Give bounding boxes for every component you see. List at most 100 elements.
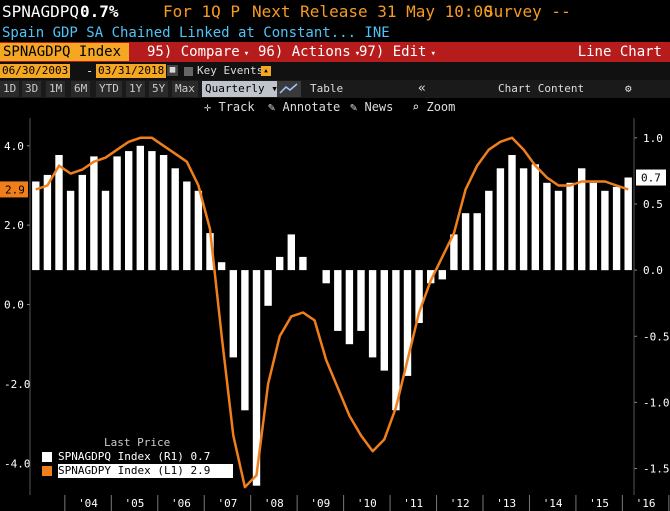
key-events-toggle[interactable]: Key Events: [184, 62, 263, 80]
bar: [125, 151, 133, 271]
bar: [578, 168, 586, 271]
chevron-down-icon: ▾: [354, 49, 361, 59]
bar: [194, 190, 203, 271]
bar: [322, 270, 330, 284]
period-3d[interactable]: 3D: [22, 81, 42, 97]
compare-menu[interactable]: 95) Compare ▾: [147, 42, 249, 64]
bar: [543, 182, 551, 271]
bar: [171, 168, 179, 271]
bar: [554, 190, 563, 271]
x-tick-label: '10: [357, 497, 377, 510]
bar: [90, 156, 98, 271]
legend-item: SPNAGDPQ Index (R1) 0.7: [40, 450, 240, 464]
x-tick-label: '06: [171, 497, 191, 510]
chevron-down-icon: ▾: [430, 49, 436, 59]
next-release: Next Release 31 May 10:00: [252, 2, 493, 21]
bar: [450, 234, 458, 271]
period-1m[interactable]: 1M: [46, 81, 66, 97]
news-tool[interactable]: ✎ News: [350, 98, 393, 116]
x-tick-label: '14: [543, 497, 563, 510]
bar: [183, 181, 191, 271]
left-tick-label: 4.0: [4, 140, 24, 153]
pencil-icon: ✎: [268, 100, 276, 114]
x-tick-label: '09: [310, 497, 330, 510]
bar: [66, 190, 75, 271]
line-chart-icon[interactable]: [277, 81, 301, 97]
left-tick-label: 2.0: [4, 219, 24, 232]
start-date-input[interactable]: 06/30/2003: [0, 64, 71, 78]
chart-tools-bar: ✛ Track ✎ Annotate ✎ News ⌕ Zoom: [0, 98, 670, 116]
bar: [380, 270, 388, 371]
news-icon: ✎: [350, 100, 358, 114]
period-6m[interactable]: 6M: [71, 81, 91, 97]
annotate-tool[interactable]: ✎ Annotate: [268, 98, 340, 116]
bar: [217, 262, 226, 271]
bar: [589, 182, 597, 271]
x-tick-label: '04: [78, 497, 98, 510]
chart-content-button[interactable]: Chart Content: [498, 82, 585, 95]
bar: [612, 186, 621, 271]
gear-icon[interactable]: ⚙: [625, 82, 632, 95]
last-left-value: 2.9: [5, 183, 25, 196]
last-right-tag: [636, 169, 666, 186]
for-period: For 1Q P: [163, 2, 241, 21]
end-date-input[interactable]: 03/31/2018: [96, 64, 167, 78]
actions-menu[interactable]: 96) Actions ▾: [258, 42, 360, 64]
x-tick-label: '08: [264, 497, 284, 510]
legend-series-value: 2.9: [190, 464, 211, 477]
bar: [55, 155, 63, 271]
period-1d[interactable]: 1D: [0, 81, 20, 97]
collapse-icon[interactable]: «: [418, 81, 426, 96]
header-bar: SPNAGDPQ 0.7% For 1Q P Next Release 31 M…: [0, 0, 670, 24]
calendar-icon[interactable]: ▦: [167, 65, 178, 76]
security-description: Spain GDP SA Chained Linked at Constant.…: [2, 25, 390, 41]
bar: [403, 270, 412, 376]
zoom-tool[interactable]: ⌕ Zoom: [412, 98, 455, 116]
bar: [159, 155, 168, 271]
left-tick-label: -2.0: [4, 378, 31, 391]
bar: [241, 270, 249, 411]
period-ytd[interactable]: YTD: [96, 81, 122, 97]
edit-menu[interactable]: 97) Edit ▾: [359, 42, 436, 64]
index-field[interactable]: SPNAGDPQ Index: [0, 43, 129, 61]
bar: [392, 270, 400, 411]
bar: [566, 182, 574, 271]
legend-label-yoy: SPNAGDPY Index (L1) 2.9: [58, 464, 233, 478]
period-5y[interactable]: 5Y: [149, 81, 169, 97]
change-value: 0.7%: [80, 2, 119, 21]
actions-label: 96) Actions: [258, 44, 351, 60]
date-separator: -: [86, 64, 94, 78]
legend-swatch: [42, 452, 52, 462]
chevron-down-icon: ▾: [243, 49, 250, 59]
track-tool[interactable]: ✛ Track: [204, 98, 255, 116]
x-axis-band: [0, 495, 670, 511]
bar: [438, 270, 446, 280]
legend-series-name: SPNAGDPQ Index (R1): [58, 450, 184, 463]
key-events-settings-icon[interactable]: ▴: [261, 66, 271, 76]
table-button[interactable]: Table: [310, 82, 344, 95]
period-1y[interactable]: 1Y: [126, 81, 146, 97]
period-max[interactable]: Max: [172, 81, 198, 97]
bar: [113, 156, 121, 271]
gdp-chart[interactable]: 4.0 2.0 0.0 -2.0 -4.0 1.0 0.5 0.0 -0.5 -1.0 -1.5 '0…: [0, 116, 670, 511]
frequency-select[interactable]: Quarterly ▾: [202, 81, 281, 97]
function-toolbar: SPNAGDPQ Index 95) Compare ▾ 96) Actions ▾…: [0, 42, 670, 62]
bar: [148, 151, 156, 271]
right-tick-label: 1.0: [643, 132, 663, 145]
zoom-icon: ⌕: [412, 100, 420, 114]
bar: [136, 145, 144, 271]
x-tick-label: '11: [403, 497, 423, 510]
frequency-value: Quarterly: [205, 82, 265, 95]
compare-label: 95) Compare: [147, 44, 240, 60]
track-label: Track: [218, 100, 255, 114]
x-tick-label: '05: [125, 497, 145, 510]
bar: [43, 174, 52, 271]
bar: [276, 256, 284, 271]
bar: [519, 168, 528, 271]
checkbox-icon: [184, 66, 193, 76]
legend-label-qoq: SPNAGDPQ Index (R1) 0.7: [58, 450, 233, 464]
bar: [531, 164, 539, 271]
zoom-label: Zoom: [426, 100, 456, 114]
chart-type-label[interactable]: Line Chart: [577, 44, 662, 60]
bar: [32, 181, 40, 271]
